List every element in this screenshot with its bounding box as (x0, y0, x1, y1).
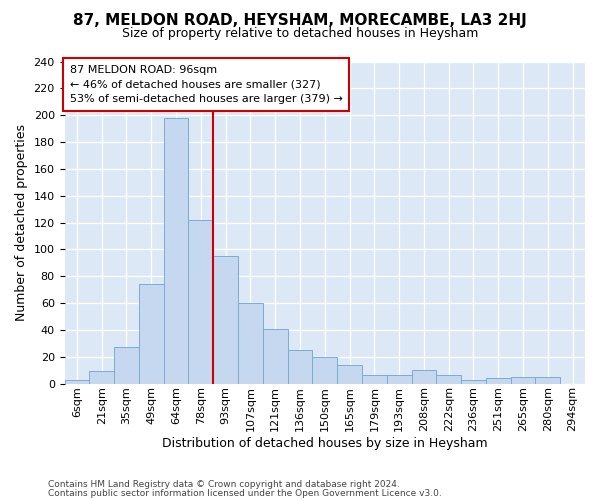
Bar (114, 348, 139, 384)
Text: 87, MELDON ROAD, HEYSHAM, MORECAMBE, LA3 2HJ: 87, MELDON ROAD, HEYSHAM, MORECAMBE, LA3… (73, 12, 527, 28)
Bar (535, 377, 560, 384)
X-axis label: Distribution of detached houses by size in Heysham: Distribution of detached houses by size … (162, 437, 488, 450)
Bar (238, 303, 263, 384)
Bar (287, 350, 313, 384)
Bar (461, 380, 486, 384)
Bar (213, 256, 238, 384)
Text: Size of property relative to detached houses in Heysham: Size of property relative to detached ho… (122, 28, 478, 40)
Bar (313, 356, 337, 384)
Bar (412, 370, 436, 384)
Text: Contains public sector information licensed under the Open Government Licence v3: Contains public sector information licen… (48, 489, 442, 498)
Bar (188, 220, 213, 384)
Bar (139, 284, 164, 384)
Bar (436, 376, 461, 384)
Bar (65, 380, 89, 384)
Text: Contains HM Land Registry data © Crown copyright and database right 2024.: Contains HM Land Registry data © Crown c… (48, 480, 400, 489)
Bar (337, 365, 362, 384)
Text: 87 MELDON ROAD: 96sqm
← 46% of detached houses are smaller (327)
53% of semi-det: 87 MELDON ROAD: 96sqm ← 46% of detached … (70, 64, 343, 104)
Bar (511, 377, 535, 384)
Bar (89, 372, 114, 384)
Bar (164, 118, 188, 384)
Bar (263, 328, 287, 384)
Bar (387, 376, 412, 384)
Y-axis label: Number of detached properties: Number of detached properties (15, 124, 28, 321)
Bar (362, 376, 387, 384)
Bar (486, 378, 511, 384)
